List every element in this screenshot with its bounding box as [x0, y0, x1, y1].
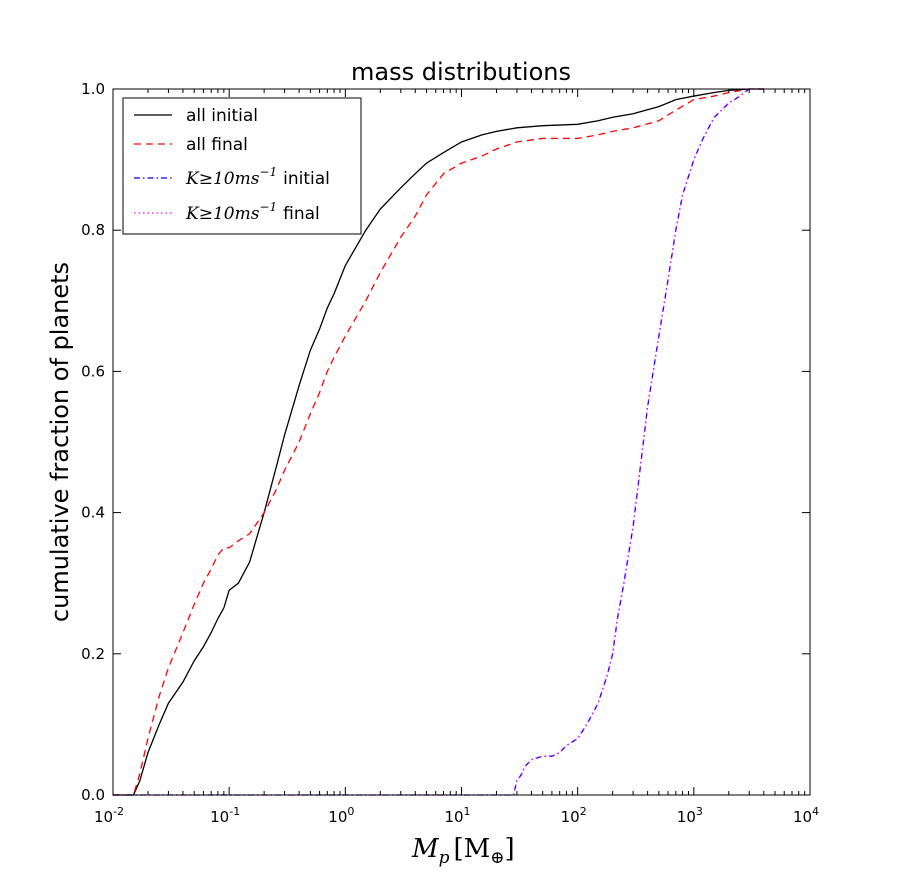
legend-math-k-final: K≥10ms — [185, 204, 260, 224]
x-axis-label-main: M — [411, 834, 440, 864]
x-tick-label: 102 — [561, 805, 587, 826]
y-tick-label: 1.0 — [81, 80, 105, 98]
y-tick-label: 0.6 — [81, 362, 105, 380]
x-axis-label-symbol: ⊕ — [490, 848, 504, 868]
series-line-all-initial — [113, 88, 764, 796]
x-axis-label-bracket: [M — [454, 834, 491, 864]
legend-label-k-initial: K≥10ms−1 initial — [185, 165, 330, 189]
y-tick-label: 0.2 — [81, 645, 105, 663]
legend-suffix-k-initial: initial — [283, 169, 330, 189]
series-line-k-final — [113, 88, 764, 796]
x-tick-label: 104 — [793, 805, 819, 826]
x-tick-label: 103 — [677, 805, 703, 826]
y-tick-label: 0.4 — [81, 504, 105, 522]
x-tick-label: 100 — [328, 805, 354, 826]
legend: all initial all final K≥10ms−1 initial K≥… — [122, 97, 362, 235]
legend-suffix-k-final: final — [283, 204, 320, 224]
x-tick-label: 10-1 — [210, 805, 240, 826]
chart-title: mass distributions — [351, 58, 571, 86]
x-axis-label-sub: p — [439, 848, 450, 868]
x-axis-label-close: ] — [505, 834, 515, 864]
x-tick-label: 10-2 — [94, 805, 124, 826]
series-group — [113, 88, 764, 796]
tick-group: 10-2 10-1 100 101 102 103 104 0.0 0.2 0.4 0.6 0.8 1.… — [81, 80, 819, 826]
y-tick-label: 0.8 — [81, 221, 105, 239]
x-axis-label: Mp [M⊕] — [411, 834, 515, 868]
legend-label-k-final: K≥10ms−1 final — [185, 200, 320, 224]
legend-exp-k-final: −1 — [259, 200, 277, 214]
legend-box — [122, 97, 362, 235]
x-tick-label: 101 — [444, 805, 470, 826]
y-tick-label: 0.0 — [81, 786, 105, 804]
series-line-all-final — [113, 88, 764, 796]
legend-exp-k-initial: −1 — [259, 165, 277, 179]
svg-text:Mp[M⊕]: Mp [M⊕] — [411, 834, 515, 868]
legend-label-all-final: all final — [186, 135, 248, 155]
y-axis-label: cumulative fraction of planets — [46, 262, 74, 622]
legend-label-all-initial: all initial — [186, 106, 258, 126]
legend-math-k-initial: K≥10ms — [185, 169, 260, 189]
